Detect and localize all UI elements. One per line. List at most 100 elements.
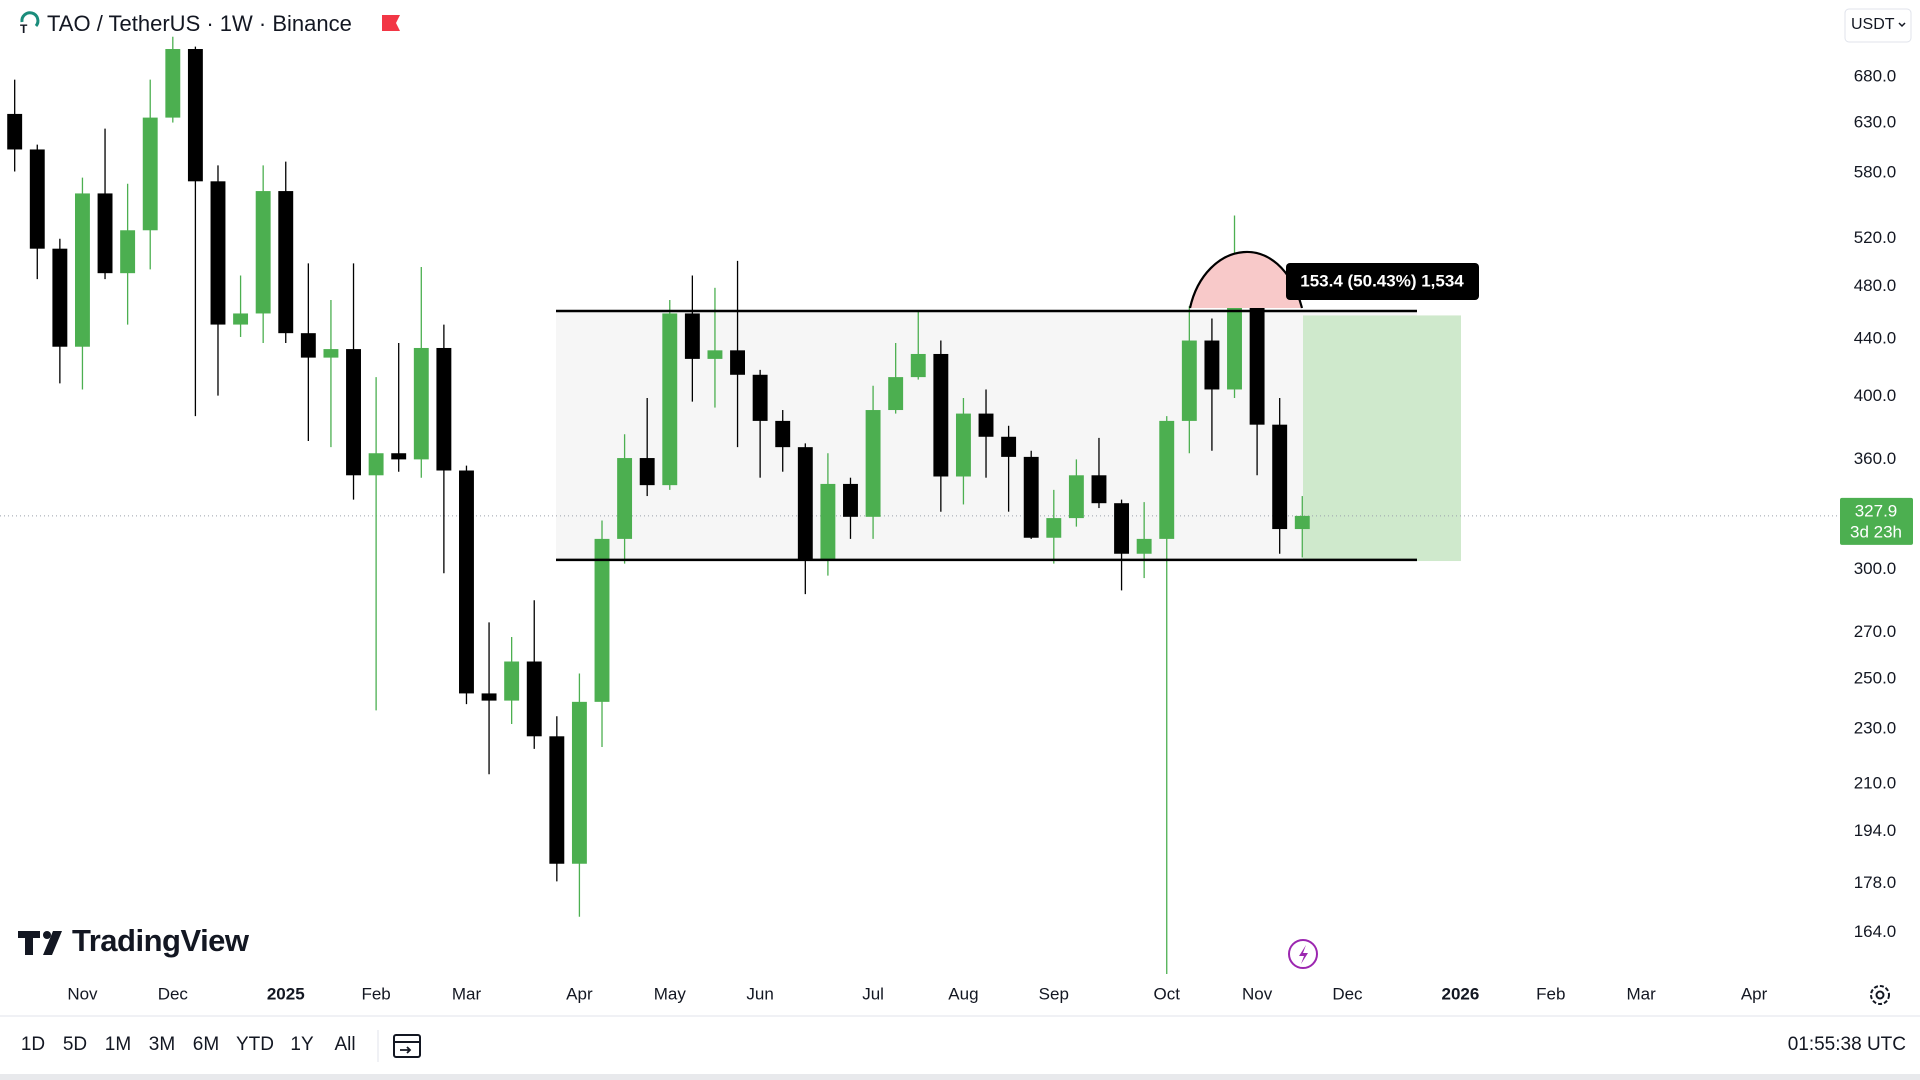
candle-body (730, 350, 745, 375)
y-tick-label: 210.0 (1854, 773, 1897, 792)
candle-body (526, 661, 542, 737)
candle-body (120, 230, 136, 274)
x-tick-label: 2026 (1441, 984, 1479, 1003)
candle-body (481, 693, 497, 701)
x-tick-label: 2025 (267, 984, 305, 1003)
candle-body (323, 349, 339, 358)
candle-body (1136, 538, 1152, 554)
candle-body (955, 413, 971, 477)
candle-body (1159, 420, 1175, 539)
calendar-icon[interactable] (393, 1034, 421, 1058)
clock: 01:55:38 UTC (1788, 1034, 1906, 1055)
candle-body (639, 458, 655, 486)
y-tick-label: 520.0 (1854, 228, 1897, 247)
candle-body (165, 49, 181, 118)
x-tick-label: Feb (361, 984, 390, 1003)
projection-box (1303, 315, 1461, 562)
x-tick-label: Dec (158, 984, 189, 1003)
flag (382, 15, 400, 31)
candle-body (368, 453, 384, 476)
y-tick-label: 230.0 (1854, 719, 1897, 738)
candle-body (865, 410, 881, 517)
range-button[interactable]: 1Y (290, 1034, 314, 1055)
candle-body (1272, 424, 1288, 530)
candle-body (797, 447, 813, 560)
candle-body (617, 458, 633, 539)
candle-body (1249, 276, 1265, 425)
range-button[interactable]: All (334, 1034, 355, 1055)
y-tick-label: 580.0 (1854, 162, 1897, 181)
plot: 680.0 630.0 580.0 520.0 480.0 440.0 400.0 360.0… (0, 36, 1913, 1003)
range-button[interactable]: 3M (149, 1034, 175, 1055)
candle-body (187, 49, 203, 182)
candle-body (910, 353, 926, 378)
range-button[interactable]: 1M (105, 1034, 131, 1055)
x-tick-label: Apr (1741, 984, 1768, 1003)
currency[interactable]: USDT (1851, 16, 1895, 33)
y-tick-label: 300.0 (1854, 559, 1897, 578)
candle-body (233, 313, 249, 325)
candle-body (1294, 515, 1310, 530)
candle-body (52, 248, 68, 347)
candle-body (843, 483, 858, 517)
candle-body (97, 193, 113, 274)
candle-body (662, 313, 678, 486)
measure-box (1286, 263, 1479, 300)
last-price-tag (1840, 497, 1913, 545)
lightning-icon[interactable] (1288, 939, 1318, 969)
brand: TradingView (72, 923, 250, 958)
candle-body (571, 701, 587, 864)
y-tick-label: 400.0 (1854, 386, 1897, 405)
x-tick-label: Mar (1626, 984, 1656, 1003)
candle-body (775, 420, 791, 448)
y-tick-label: 250.0 (1854, 669, 1897, 688)
candle-body (459, 470, 474, 694)
x-tick-label: Apr (566, 984, 593, 1003)
candle-body (1204, 340, 1220, 390)
candle-body (391, 453, 407, 460)
bottom-strip (0, 1074, 1920, 1080)
range-button[interactable]: YTD (236, 1034, 274, 1055)
symbol-icon: T (20, 11, 40, 36)
range-button[interactable]: 1D (21, 1034, 45, 1055)
candle-body (888, 377, 904, 411)
candle-body (436, 347, 452, 471)
candle-body (1023, 456, 1039, 538)
x-tick-label: Sep (1039, 984, 1069, 1003)
candle-body (346, 349, 361, 476)
settings-icon[interactable] (1870, 985, 1890, 1005)
candle-body (752, 374, 768, 421)
x-tick-label: Dec (1332, 984, 1363, 1003)
candle-body (820, 483, 836, 560)
candle-body (933, 353, 949, 477)
candle-body (255, 191, 271, 314)
candle-body (7, 113, 23, 150)
y-tick-label: 360.0 (1854, 449, 1897, 468)
range-button[interactable]: 5D (63, 1034, 87, 1055)
candle-body (1046, 518, 1062, 538)
candle-body (504, 661, 520, 701)
y-tick-label: 270.0 (1854, 622, 1897, 641)
candle-body (1068, 475, 1084, 519)
y-tick-label: 680.0 (1854, 67, 1897, 86)
candle-body (684, 313, 700, 359)
measure-label: 153.4 (50.43%) 1,534 (1300, 271, 1464, 290)
tv-logo (18, 931, 62, 955)
x-tick-label: Nov (1242, 984, 1273, 1003)
x-tick-label: Aug (948, 984, 978, 1003)
symbol-title: TAO / TetherUS · 1W · Binance (47, 11, 352, 36)
x-tick-label: Jun (746, 984, 773, 1003)
range-button[interactable]: 6M (193, 1034, 219, 1055)
currency-button[interactable]: USDT (1844, 8, 1912, 43)
candle-body (142, 117, 158, 231)
candle-body (300, 333, 316, 358)
y-tick-label: 164.0 (1854, 922, 1897, 941)
y-tick-label: 194.0 (1854, 821, 1897, 840)
y-tick-label: 178.0 (1854, 873, 1897, 892)
candle-body (707, 350, 723, 359)
y-tick-label: 440.0 (1854, 329, 1897, 348)
x-tick-label: Feb (1536, 984, 1565, 1003)
toolbar: 1D 5D 1M 3M 6M YTD 1Y All (21, 1034, 356, 1055)
